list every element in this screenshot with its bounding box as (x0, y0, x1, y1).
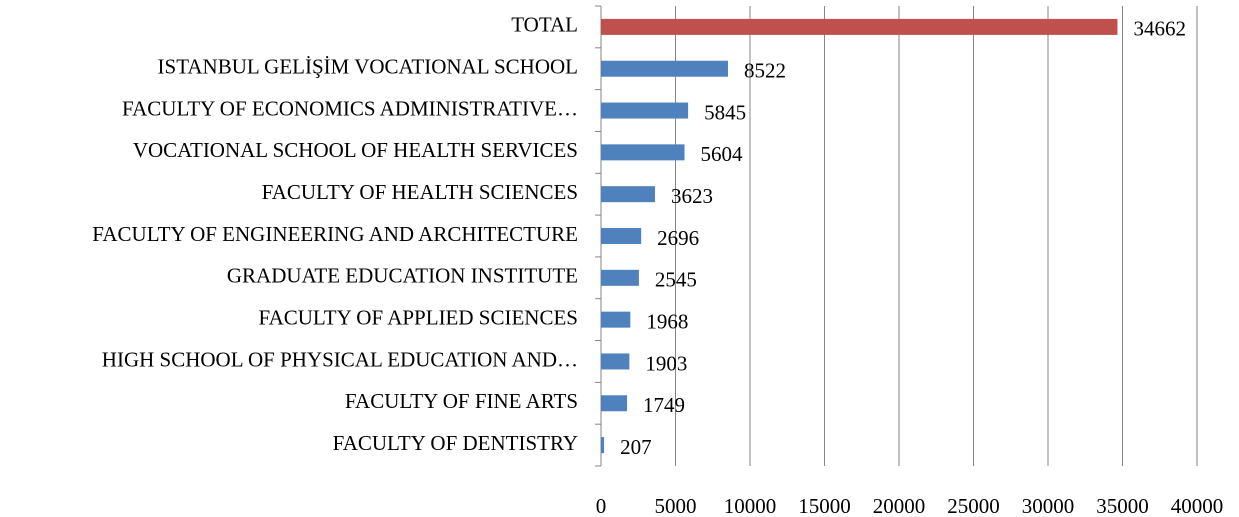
value-label: 5845 (704, 100, 746, 124)
value-label: 207 (620, 435, 652, 459)
value-label: 1749 (643, 393, 685, 417)
bar (601, 18, 1118, 35)
bar (601, 437, 605, 454)
value-label: 5604 (700, 142, 743, 166)
x-tick-label: 5000 (655, 494, 697, 517)
bar (601, 144, 685, 161)
x-tick-label: 10000 (724, 494, 777, 517)
y-tick-label: FACULTY OF HEALTH SCIENCES (262, 180, 578, 204)
x-tick-label: 15000 (798, 494, 851, 517)
x-tick-label: 40000 (1171, 494, 1224, 517)
value-label: 3623 (671, 184, 713, 208)
y-tick-label: FACULTY OF DENTISTRY (333, 431, 578, 455)
bar (601, 102, 689, 119)
bar (601, 395, 628, 412)
value-label: 2696 (657, 226, 699, 250)
y-tick-label: VOCATIONAL SCHOOL OF HEALTH SERVICES (133, 138, 578, 162)
bar (601, 269, 639, 286)
bar (601, 228, 642, 244)
y-tick-label: FACULTY OF ENGINEERING AND ARCHITECTURE (92, 222, 578, 246)
x-tick-label: 30000 (1022, 494, 1075, 517)
y-tick-label: FACULTY OF FINE ARTS (345, 389, 578, 413)
value-label: 34662 (1133, 17, 1186, 41)
value-label: 1968 (646, 309, 688, 333)
y-tick-label: TOTAL (511, 13, 578, 37)
y-tick-label: FACULTY OF ECONOMICS ADMINISTRATIVE… (122, 96, 578, 120)
x-tick-label: 35000 (1096, 494, 1149, 517)
bar (601, 186, 655, 203)
value-label: 1903 (645, 351, 687, 375)
y-tick-label: FACULTY OF APPLIED SCIENCES (258, 305, 578, 329)
x-tick-label: 0 (596, 494, 607, 517)
x-tick-label: 25000 (947, 494, 1000, 517)
y-tick-label: ISTANBUL GELİŞİM VOCATIONAL SCHOOL (158, 55, 578, 79)
value-label: 8522 (744, 59, 786, 83)
y-tick-label: HIGH SCHOOL OF PHYSICAL EDUCATION AND… (102, 347, 578, 371)
bar (601, 60, 728, 77)
value-label: 2545 (655, 268, 697, 292)
y-tick-label: GRADUATE EDUCATION INSTITUTE (227, 264, 578, 288)
bar (601, 353, 630, 370)
x-tick-label: 20000 (873, 494, 926, 517)
bar (601, 311, 631, 328)
